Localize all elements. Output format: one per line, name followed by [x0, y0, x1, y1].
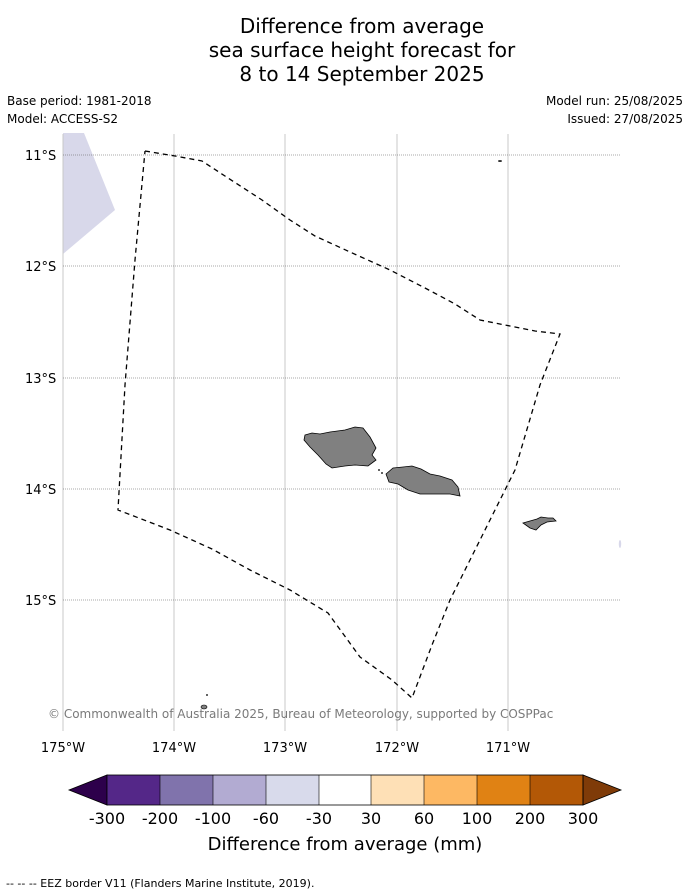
islet-manono — [378, 469, 380, 471]
colorbar-segment — [424, 775, 477, 805]
colorbar-tick-label: 60 — [414, 809, 434, 828]
island-savaii — [303, 426, 377, 469]
meta-left: Base period: 1981-2018 Model: ACCESS-S2 — [7, 94, 152, 130]
colorbar-tick-label: 30 — [361, 809, 381, 828]
colorbar-tick-label: 100 — [462, 809, 493, 828]
islet-south-2 — [206, 694, 208, 696]
lon-label: 171°W — [486, 741, 530, 756]
title-line-1: Difference from average — [239, 14, 485, 38]
colorbar-extend-high — [582, 774, 623, 806]
island-upolu — [385, 465, 461, 497]
colorbar-tick-label: -60 — [253, 809, 279, 828]
lon-label: 173°W — [263, 741, 307, 756]
model-run: Model run: 25/08/2025 — [545, 94, 683, 108]
map-gridlines — [62, 134, 620, 731]
colorbar-tick-label: 200 — [515, 809, 546, 828]
colorbar-tick-label: -300 — [89, 809, 125, 828]
anomaly-patch — [63, 133, 115, 254]
colorbar-extend-low — [67, 774, 108, 806]
islet-north — [498, 160, 502, 162]
colorbar-segment — [213, 775, 266, 805]
lat-label: 11°S — [25, 149, 56, 164]
colorbar — [67, 774, 623, 806]
islet-south-1 — [200, 704, 208, 710]
lon-labels: 175°W 174°W 173°W 172°W 171°W — [41, 741, 530, 756]
meta-right: Model run: 25/08/2025 Issued: 27/08/2025 — [546, 94, 683, 130]
lat-label: 15°S — [25, 594, 56, 609]
lat-label: 14°S — [25, 483, 56, 498]
islet-apolima — [381, 472, 383, 474]
title-line-2: sea surface height forecast for — [208, 38, 516, 62]
title-line-3: 8 to 14 September 2025 — [239, 62, 485, 86]
colorbar-tick-label: -200 — [142, 809, 178, 828]
colorbar-tick-label: -100 — [195, 809, 231, 828]
copyright-text: © Commonwealth of Australia 2025, Bureau… — [48, 707, 553, 721]
colorbar-tick-label: -30 — [306, 809, 332, 828]
map-title: Difference from average sea surface heig… — [0, 14, 690, 86]
island-tutuila — [522, 516, 557, 531]
lat-label: 12°S — [25, 260, 56, 275]
lat-label: 13°S — [25, 372, 56, 387]
islet-east — [618, 540, 622, 548]
base-period: Base period: 1981-2018 — [7, 94, 152, 108]
model-name: Model: ACCESS-S2 — [7, 112, 119, 126]
colorbar-segment — [319, 775, 371, 805]
colorbar-tick-label: 300 — [568, 809, 599, 828]
colorbar-segment — [160, 775, 213, 805]
colorbar-segment — [371, 775, 424, 805]
eez-border — [117, 150, 561, 700]
lat-labels: 11°S 12°S 13°S 14°S 15°S — [25, 149, 56, 609]
colorbar-segment — [477, 775, 530, 805]
lon-label: 175°W — [41, 741, 85, 756]
colorbar-label: Difference from average (mm) — [208, 834, 483, 855]
eez-legend: -- -- -- EEZ border V11 (Flanders Marine… — [6, 877, 315, 890]
colorbar-segment — [266, 775, 319, 805]
lon-label: 172°W — [375, 741, 419, 756]
colorbar-segment — [107, 775, 160, 805]
colorbar-segment — [530, 775, 583, 805]
colorbar-ticks: -300 -200 -100 -60 -30 30 60 100 200 300 — [89, 809, 598, 828]
lon-label: 174°W — [152, 741, 196, 756]
land-masses — [200, 160, 622, 710]
issued-date: Issued: 27/08/2025 — [567, 112, 683, 126]
